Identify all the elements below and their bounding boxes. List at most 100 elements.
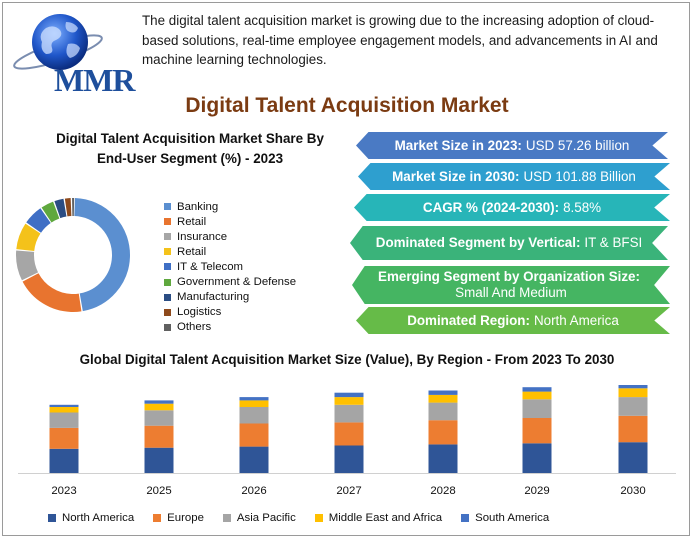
x-tick-label: 2028 xyxy=(430,485,455,497)
bar-legend-item: Asia Pacific xyxy=(222,512,296,524)
key-fact-value: 8.58% xyxy=(563,199,602,215)
bar-segment-north-america xyxy=(428,444,458,473)
legend-swatch xyxy=(164,293,171,301)
key-fact-label: Dominated Region: xyxy=(407,312,530,328)
key-fact-value: Small And Medium xyxy=(455,285,567,300)
key-fact-banner: Market Size in 2023: USD 57.26 billion xyxy=(356,132,668,159)
legend-item: Manufacturing xyxy=(164,290,296,305)
bar-segment-south-america xyxy=(334,392,364,398)
bar-segment-north-america xyxy=(49,448,79,473)
bar-segment-asia-pacific xyxy=(522,399,552,418)
bar-segment-europe xyxy=(334,422,364,446)
bar-segment-asia-pacific xyxy=(49,412,79,428)
globe-icon xyxy=(13,14,103,70)
legend-item: Banking xyxy=(164,199,296,214)
bar-segment-south-america xyxy=(144,400,174,404)
bar-segment-middle-east-and-africa xyxy=(618,388,648,398)
donut-slice-0 xyxy=(15,198,130,312)
legend-label: Banking xyxy=(177,200,219,213)
donut-chart-title: Digital Talent Acquisition Market Share … xyxy=(56,131,324,166)
legend-label: Europe xyxy=(167,512,204,524)
key-fact-value: USD 57.26 billion xyxy=(525,137,630,153)
legend-swatch xyxy=(222,514,231,522)
bar-segment-south-america xyxy=(49,404,79,407)
bar-segment-asia-pacific xyxy=(144,410,174,426)
key-fact-banner: Emerging Segment by Organization Size: Sm… xyxy=(352,266,670,304)
donut-chart xyxy=(15,198,130,312)
x-tick-label: 2025 xyxy=(146,485,171,497)
legend-label: IT & Telecom xyxy=(177,260,244,273)
legend-item: Logistics xyxy=(164,305,296,320)
bar-legend-item: Europe xyxy=(153,512,204,524)
bar-legend-item: Middle East and Africa xyxy=(314,512,443,524)
key-fact-label: CAGR % (2024-2030): xyxy=(422,199,560,215)
bar-legend-item: North America xyxy=(48,512,134,524)
x-tick-label: 2030 xyxy=(620,485,645,497)
x-tick-label: 2027 xyxy=(336,485,361,497)
bar-segment-europe xyxy=(522,418,552,444)
legend-item: Others xyxy=(164,320,296,335)
key-fact-label: Dominated Segment by Vertical: xyxy=(375,235,581,250)
bar-segment-north-america xyxy=(239,446,269,473)
key-fact-text: CAGR % (2024-2030): 8.58% xyxy=(423,200,601,216)
bar-segment-europe xyxy=(49,427,79,449)
legend-item: Retail xyxy=(164,244,296,259)
legend-label: Manufacturing xyxy=(177,291,250,304)
key-fact-label: Market Size in 2030: xyxy=(392,168,520,184)
bar-segment-asia-pacific xyxy=(618,397,648,416)
key-fact-label: Emerging Segment by Organization Size: xyxy=(378,269,640,284)
donut-slice-2 xyxy=(15,198,130,312)
bar-segment-europe xyxy=(428,420,458,445)
key-fact-banner: Dominated Region: North America xyxy=(356,307,670,334)
bar-chart-title: Global Digital Talent Acquisition Market… xyxy=(79,352,615,367)
key-fact-text: Market Size in 2023: USD 57.26 billion xyxy=(395,138,630,154)
key-fact-value: USD 101.88 Billion xyxy=(523,168,636,184)
legend-label: Insurance xyxy=(177,230,228,243)
bar-segment-middle-east-and-africa xyxy=(428,394,458,403)
key-fact-text: Emerging Segment by Organization Size: Sm… xyxy=(378,269,644,301)
legend-label: Others xyxy=(177,321,212,334)
legend-swatch xyxy=(164,203,171,211)
bar-segment-north-america xyxy=(334,445,364,473)
bar-segment-asia-pacific xyxy=(334,404,364,423)
key-fact-label: Market Size in 2023: xyxy=(394,137,522,153)
bar-segment-north-america xyxy=(618,442,648,473)
key-fact-text: Dominated Region: North America xyxy=(407,313,619,329)
bar-segment-south-america xyxy=(239,397,269,401)
legend-swatch xyxy=(164,323,171,331)
bar-segment-europe xyxy=(618,415,648,443)
legend-swatch xyxy=(164,233,171,241)
bar-segment-south-america xyxy=(522,387,552,392)
bar-chart-legend: North America Europe Asia Pacific Middle Ea… xyxy=(48,512,688,524)
legend-swatch xyxy=(48,514,56,522)
key-fact-banner: Dominated Segment by Vertical: IT & BFSI xyxy=(350,226,668,260)
legend-label: South America xyxy=(475,512,550,524)
bar-segment-middle-east-and-africa xyxy=(144,403,174,411)
key-fact-value: North America xyxy=(533,312,619,328)
bar-segment-middle-east-and-africa xyxy=(334,397,364,405)
bar-segment-europe xyxy=(239,423,269,447)
legend-label: Retail xyxy=(177,215,207,228)
key-fact-value: IT & BFSI xyxy=(584,235,643,250)
legend-swatch xyxy=(164,248,171,256)
x-tick-label: 2026 xyxy=(241,485,266,497)
legend-label: Asia Pacific xyxy=(236,512,296,524)
stacked-bar-chart: 2023 2025 2026 2027 2028 2029 2030 xyxy=(18,385,676,497)
bar-segment-asia-pacific xyxy=(428,402,458,421)
mmr-logo: MMR xyxy=(8,8,136,98)
legend-item: Insurance xyxy=(164,229,296,244)
key-fact-banner: Market Size in 2030: USD 101.88 Billion xyxy=(358,163,670,190)
legend-item: Government & Defense xyxy=(164,274,296,289)
legend-label: Middle East and Africa xyxy=(328,512,443,524)
bar-segment-north-america xyxy=(144,447,174,473)
legend-label: Retail xyxy=(177,245,207,258)
legend-label: North America xyxy=(62,512,135,524)
legend-swatch xyxy=(164,218,171,226)
key-fact-banner: CAGR % (2024-2030): 8.58% xyxy=(354,194,670,221)
legend-item: Retail xyxy=(164,214,296,229)
key-fact-text: Market Size in 2030: USD 101.88 Billion xyxy=(392,169,636,185)
x-tick-label: 2023 xyxy=(51,485,76,497)
donut-legend: Banking Retail Insurance Retail IT & Telecom… xyxy=(164,199,296,335)
legend-swatch xyxy=(164,263,171,271)
page-title: Digital Talent Acquisition Market xyxy=(185,94,509,117)
